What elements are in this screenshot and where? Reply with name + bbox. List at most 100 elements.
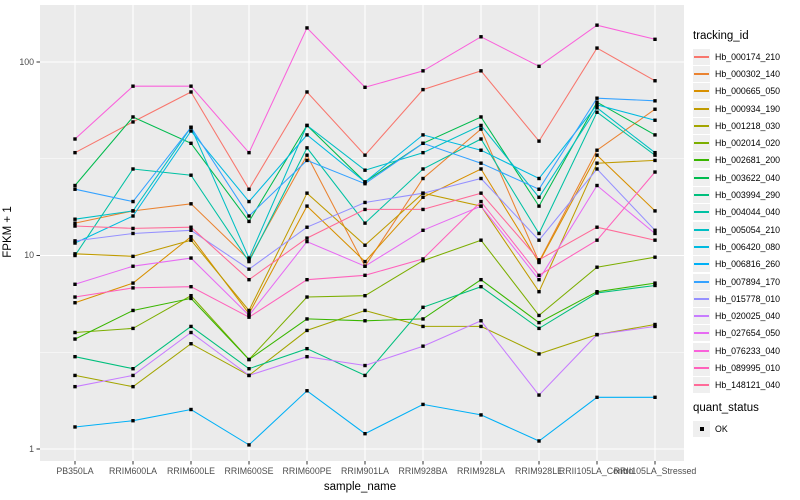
data-point <box>595 332 599 337</box>
data-point <box>363 85 367 90</box>
legend-label: Hb_000174_210 <box>715 51 781 62</box>
data-point <box>189 296 193 301</box>
line-swatch-icon <box>694 107 709 110</box>
data-point <box>537 313 541 318</box>
data-point <box>595 148 599 152</box>
line-swatch-icon <box>694 194 709 197</box>
data-point <box>653 79 657 83</box>
legend-label: Hb_004044_040 <box>715 207 781 218</box>
data-point <box>363 308 367 313</box>
data-point <box>421 87 425 92</box>
legend-label: Hb_089995_010 <box>715 363 781 374</box>
line-swatch-icon <box>694 349 709 352</box>
legend-key-swatch <box>693 204 710 221</box>
x-tick-label-RRIM600LA: RRIM600LA <box>109 466 157 476</box>
data-point <box>73 137 77 141</box>
data-point <box>363 293 367 298</box>
legend-key-swatch <box>693 135 710 152</box>
data-point <box>653 150 657 155</box>
data-point <box>247 373 251 378</box>
data-point <box>479 176 483 181</box>
x-tick-label-RRIM928BA: RRIM928BA <box>398 466 448 476</box>
data-point <box>479 123 483 128</box>
data-point <box>131 264 135 268</box>
data-point <box>421 402 425 407</box>
data-point <box>131 209 135 213</box>
legend-key-swatch <box>693 152 710 169</box>
data-point <box>653 228 657 232</box>
data-point <box>421 191 425 195</box>
line-swatch-icon <box>694 55 709 58</box>
data-point <box>595 106 599 110</box>
data-point <box>595 291 599 295</box>
data-point <box>247 367 251 371</box>
data-point <box>537 352 541 356</box>
legend-item-Hb_001218_030: Hb_001218_030 <box>693 117 780 134</box>
data-point <box>73 239 77 243</box>
data-point <box>131 120 135 124</box>
data-point <box>537 393 541 397</box>
data-point <box>421 317 425 321</box>
data-point <box>653 209 657 213</box>
legend-item-Hb_002014_020: Hb_002014_020 <box>693 135 780 152</box>
data-point <box>653 255 657 259</box>
data-point <box>131 373 135 378</box>
data-point <box>537 195 541 199</box>
legend-key-swatch <box>693 290 710 307</box>
x-tick-label-PB350LA: PB350LA <box>56 466 94 476</box>
legend-label: Hb_006816_260 <box>715 259 781 270</box>
data-point <box>653 322 657 327</box>
data-point <box>189 173 193 177</box>
data-point <box>189 84 193 88</box>
x-tick-label-RRIM928LA: RRIM928LA <box>457 466 505 476</box>
data-point <box>305 26 309 30</box>
line-swatch-icon <box>694 211 709 214</box>
line-swatch-icon <box>694 90 709 93</box>
data-point <box>73 337 77 341</box>
data-point <box>305 317 309 321</box>
data-point <box>653 99 657 103</box>
x-tick-label-RRIM600SE: RRIM600SE <box>224 466 274 476</box>
data-point <box>653 118 657 122</box>
legend-label: Hb_020025_040 <box>715 311 781 322</box>
data-point <box>189 342 193 346</box>
data-point <box>73 183 77 188</box>
data-point <box>131 367 135 371</box>
legend-label: Hb_002014_020 <box>715 138 781 149</box>
legend-key-swatch <box>693 325 710 342</box>
legend-key-swatch <box>693 65 710 82</box>
data-point <box>363 168 367 172</box>
data-point <box>653 395 657 400</box>
legend-item-Hb_089995_010: Hb_089995_010 <box>693 359 781 377</box>
data-point <box>421 69 425 73</box>
legend-item-Hb_003994_290: Hb_003994_290 <box>693 186 780 204</box>
data-point <box>131 326 135 331</box>
legend-item-Hb_000665_050: Hb_000665_050 <box>693 83 780 100</box>
data-point <box>73 295 77 299</box>
data-point <box>479 137 483 141</box>
legend-label: Hb_027654_050 <box>715 328 781 339</box>
x-tick-label-RRIM600PE: RRIM600PE <box>282 466 332 476</box>
legend-label: Hb_148121_040 <box>715 380 781 391</box>
data-point <box>421 195 425 199</box>
data-point <box>247 219 251 224</box>
data-point <box>305 153 309 157</box>
line-swatch-icon <box>694 245 709 248</box>
data-point <box>537 290 541 294</box>
line-swatch-icon <box>694 228 709 231</box>
data-point <box>537 320 541 325</box>
data-point <box>363 273 367 278</box>
data-point <box>479 127 483 131</box>
line-swatch-icon <box>694 124 709 127</box>
data-point <box>595 23 599 27</box>
line-swatch-icon <box>694 297 709 300</box>
data-point <box>131 226 135 231</box>
data-point <box>189 235 193 239</box>
data-point <box>537 326 541 331</box>
data-point <box>247 258 251 262</box>
data-point <box>189 129 193 133</box>
data-point <box>189 256 193 260</box>
data-point <box>595 103 599 107</box>
data-point <box>189 228 193 232</box>
data-point <box>653 238 657 242</box>
